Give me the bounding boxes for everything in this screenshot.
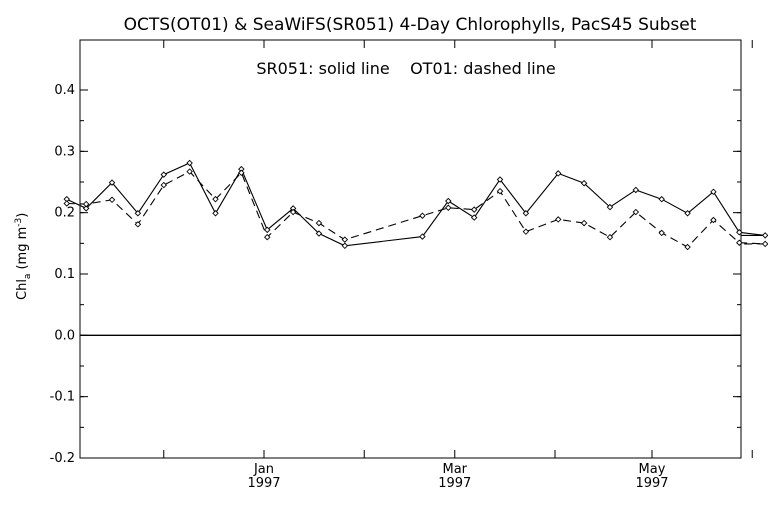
data-point-sr051 [496,176,504,183]
data-point-sr051 [82,205,90,212]
y-axis-label: Chla (mg m-3) [14,213,33,300]
data-point-ot01 [761,240,768,248]
plot-frame [79,39,742,459]
data-point-sr051 [212,210,219,217]
series-ot01 [63,168,768,251]
x-tick-year-label: 1997 [438,476,471,491]
data-point-ot01 [736,239,743,246]
data-point-sr051 [263,226,271,234]
y-tick-label: 0.1 [54,267,75,282]
data-point-ot01 [580,219,588,227]
data-point-ot01 [710,216,717,224]
x-tick-year-label: 1997 [635,476,668,491]
series-line-ot01 [66,170,766,248]
x-tick-month-label: Jan [253,462,274,477]
data-point-sr051 [341,242,349,250]
data-point-sr051 [710,188,717,196]
data-point-ot01 [341,236,349,243]
data-point-sr051 [522,210,530,217]
x-tick-year-label: 1997 [247,476,280,491]
y-axis: -0.2 -0.1 0.0 0.1 0.2 0.3 0.4 [50,83,741,466]
y-axis-label-subscript: a [23,274,33,280]
data-point-sr051 [470,214,478,221]
data-point-ot01 [160,181,168,189]
data-point-ot01 [496,187,504,195]
data-point-ot01 [108,196,116,204]
y-tick-label: 0.4 [54,83,75,98]
data-point-sr051 [761,232,768,239]
x-tick-month-label: Mar [443,462,468,477]
data-point-sr051 [606,203,614,211]
data-point-sr051 [632,186,640,194]
y-axis-label-units-superscript: -3 [14,218,24,227]
data-point-ot01 [684,243,691,251]
series-sr051 [63,159,768,250]
data-point-sr051 [108,179,116,186]
data-point-ot01 [632,208,640,216]
data-point-sr051 [445,197,452,205]
y-tick-label: 0.2 [54,206,75,221]
data-point-ot01 [658,229,665,237]
data-point-ot01 [186,168,193,175]
data-point-ot01 [238,169,245,177]
data-point-ot01 [522,228,530,235]
data-point-sr051 [658,195,665,203]
data-point-sr051 [684,210,691,217]
y-axis-label-units: (mg m [15,227,30,270]
data-point-sr051 [134,210,142,217]
series-layer [63,159,768,251]
data-point-ot01 [419,212,426,219]
data-point-sr051 [580,179,588,187]
data-point-sr051 [160,171,168,178]
data-point-ot01 [315,219,323,227]
x-tick-month-label: May [639,462,666,477]
y-axis-label-main: Chl [15,279,30,300]
y-tick-label: 0.3 [54,144,75,159]
data-point-ot01 [63,200,71,207]
y-tick-label: 0.0 [54,328,75,343]
data-point-sr051 [419,233,426,240]
data-point-sr051 [554,170,562,177]
data-point-ot01 [212,195,219,203]
data-point-ot01 [263,233,271,241]
data-point-ot01 [445,204,452,211]
y-tick-label: -0.2 [50,451,75,466]
chart-title: OCTS(OT01) & SeaWiFS(SR051) 4-Day Chloro… [124,15,697,35]
data-point-ot01 [554,216,562,223]
y-tick-label: -0.1 [50,390,75,405]
data-point-ot01 [289,208,297,216]
data-point-ot01 [606,233,614,241]
y-axis-label-units-close: ) [15,213,30,218]
series-style-annotation: SR051: solid line OT01: dashed line [256,59,555,78]
data-point-ot01 [470,206,478,213]
data-point-ot01 [82,200,90,208]
data-point-sr051 [736,229,743,236]
data-point-sr051 [186,159,193,167]
data-point-ot01 [134,221,142,228]
data-point-sr051 [315,230,323,237]
